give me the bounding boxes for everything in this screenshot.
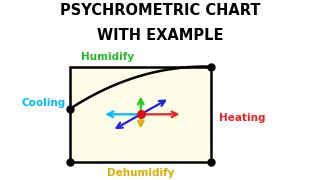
Text: Cooling: Cooling <box>21 98 66 109</box>
Point <box>68 161 73 163</box>
Point <box>138 113 143 116</box>
Text: Humidify: Humidify <box>81 52 134 62</box>
Text: Heating: Heating <box>219 113 266 123</box>
Bar <box>70 67 211 162</box>
Text: Dehumidify: Dehumidify <box>107 168 174 178</box>
Text: PSYCHROMETRIC CHART: PSYCHROMETRIC CHART <box>60 3 260 18</box>
Text: WITH EXAMPLE: WITH EXAMPLE <box>97 28 223 43</box>
Point <box>68 107 73 110</box>
Point <box>209 65 214 68</box>
Point <box>209 161 214 163</box>
